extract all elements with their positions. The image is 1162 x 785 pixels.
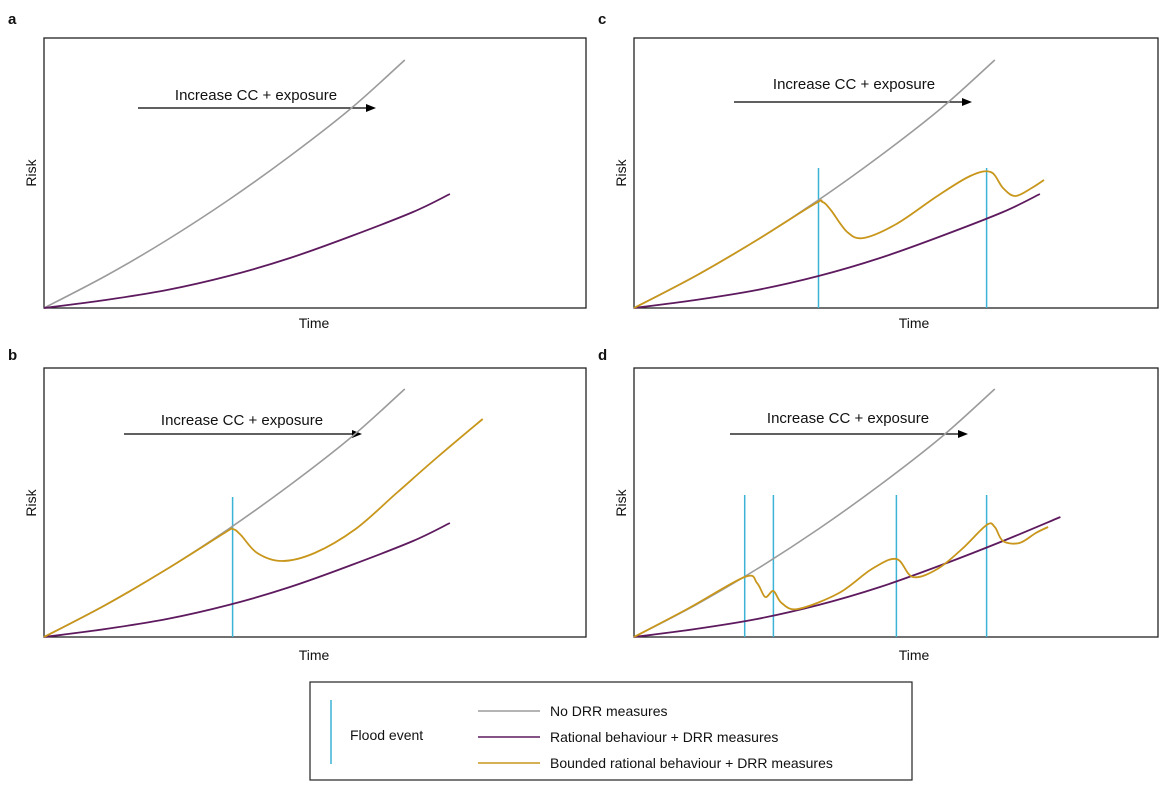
x-axis-label-d: Time xyxy=(899,647,930,663)
series-line-rational-a xyxy=(43,193,451,309)
annotation-arrow-c xyxy=(734,98,972,106)
panel-b: b Time Risk Increase CC + exposure xyxy=(8,347,587,663)
x-axis-label-b: Time xyxy=(299,647,330,663)
y-axis-label-a: Risk xyxy=(23,158,39,186)
x-axis-label-a: Time xyxy=(299,315,330,331)
y-axis-label-b: Risk xyxy=(23,488,39,516)
panel-c: c Time Risk Increase CC + exposure xyxy=(598,11,1159,331)
panel-letter-d: d xyxy=(598,347,607,364)
annotation-c: Increase CC + exposure xyxy=(773,76,935,93)
annotation-a: Increase CC + exposure xyxy=(175,87,337,104)
legend-label-no-drr: No DRR measures xyxy=(550,703,667,719)
y-axis-label-c: Risk xyxy=(613,158,629,186)
annotation-b: Increase CC + exposure xyxy=(161,412,323,429)
annotation-arrow-b xyxy=(124,430,362,438)
annotation-d: Increase CC + exposure xyxy=(767,410,929,427)
series-line-rational-c xyxy=(633,193,1041,309)
legend-label-rational: Rational behaviour + DRR measures xyxy=(550,729,778,745)
panel-letter-c: c xyxy=(598,11,606,28)
panel-letter-b: b xyxy=(8,347,17,364)
series-line-bounded-d xyxy=(633,522,1049,638)
series-line-no-drr-a xyxy=(43,59,406,309)
plot-frame-a xyxy=(43,37,587,309)
legend-box xyxy=(309,681,913,781)
legend-label-bounded: Bounded rational behaviour + DRR measure… xyxy=(550,755,833,771)
panel-letter-a: a xyxy=(8,11,17,28)
annotation-arrow-d xyxy=(730,430,968,438)
series-line-no-drr-c xyxy=(633,59,996,309)
plot-frame-c xyxy=(633,37,1159,309)
series-line-bounded-b xyxy=(43,418,484,638)
x-axis-label-c: Time xyxy=(899,315,930,331)
y-axis-label-d: Risk xyxy=(613,488,629,516)
panel-d: d Time Risk Increase CC + exposure xyxy=(598,347,1159,663)
legend: Flood event No DRR measures Rational beh… xyxy=(309,681,913,781)
series-line-rational-b xyxy=(43,522,451,638)
series-line-rational-d xyxy=(633,516,1061,638)
annotation-arrow-a xyxy=(138,104,376,112)
series-line-bounded-c xyxy=(633,170,1045,309)
plot-frame-b xyxy=(43,367,587,638)
legend-flood-label: Flood event xyxy=(350,727,423,743)
panel-a: a Time Risk Increase CC + exposure xyxy=(8,11,587,331)
